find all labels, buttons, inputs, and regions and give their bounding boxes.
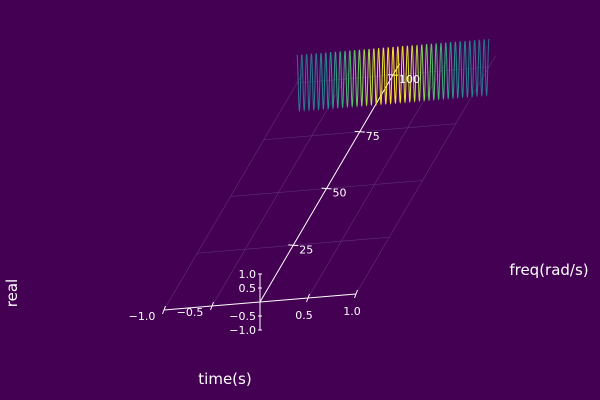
series-line-segment (402, 45, 408, 104)
series-line-segment (310, 53, 317, 112)
axes (162, 63, 401, 331)
z-tick-label: −0.5 (229, 310, 256, 323)
x-tick-mark (162, 305, 166, 315)
z-tick-label: 1.0 (239, 268, 257, 281)
series-line-segment (454, 41, 461, 100)
series-line-segment (378, 47, 384, 106)
x-tick-label: 0.5 (295, 309, 313, 322)
series-line-segment (344, 50, 351, 109)
series-line-segment (459, 40, 466, 99)
series-line-segment (392, 46, 399, 105)
y-tick-label: 100 (399, 73, 420, 86)
series-line-segment (334, 51, 341, 110)
series-line-segment (450, 41, 456, 100)
series-line-segment (320, 52, 327, 111)
x-tick-mark (306, 293, 310, 303)
series-line-segment (387, 46, 394, 105)
x-tick-mark (210, 301, 214, 311)
y-tick-label: 50 (333, 187, 347, 200)
y-tick-mark (354, 130, 365, 133)
x-tick-label: −1.0 (129, 310, 156, 323)
series-line-segment (445, 42, 452, 100)
series-line-segment (363, 48, 370, 107)
series-line-segment (397, 46, 404, 104)
series-line-segment (416, 44, 423, 103)
series-line-segment (306, 53, 312, 112)
series-line-segment (435, 42, 442, 101)
series-line-segment (483, 38, 490, 97)
series-line-segment (296, 54, 303, 113)
series-line-segment (421, 44, 428, 102)
series-line-segment (430, 43, 437, 102)
z-tick-label: 0.5 (239, 282, 257, 295)
series-line-segment (368, 48, 375, 107)
series-line-segment (330, 51, 336, 110)
x-tick-mark (354, 289, 358, 299)
y-axis-line (259, 63, 401, 303)
series-line-segment (354, 49, 360, 108)
series-line-segment (301, 54, 308, 112)
y-tick-label: 75 (366, 130, 380, 143)
series-line-segment (469, 40, 476, 98)
y-tick-mark (321, 187, 332, 190)
series-line-segment (325, 52, 332, 110)
y-axis-title: freq(rad/s) (509, 261, 588, 279)
z-tick-label: −1.0 (229, 324, 256, 337)
series-line-segment (382, 47, 389, 106)
series-line-segment (406, 45, 413, 104)
series-line-segment (474, 39, 480, 98)
x-tick-label: 1.0 (343, 305, 361, 318)
series-line-segment (339, 50, 346, 109)
grid-line-x (211, 67, 352, 307)
series-line-segment (464, 40, 471, 99)
y-tick-mark (288, 244, 299, 247)
series-line-segment (411, 44, 418, 103)
series-line-segment (358, 49, 365, 108)
x-axis-title: time(s) (198, 370, 251, 388)
x-tick-label: −0.5 (177, 306, 204, 319)
series-line-segment (440, 42, 447, 101)
series-line-segment (426, 43, 432, 102)
series-line-segment (373, 48, 380, 106)
y-tick-label: 25 (299, 243, 313, 256)
series-line-segment (315, 52, 322, 111)
grid-line-x (163, 71, 304, 311)
series-line-segment (349, 50, 356, 108)
series (296, 38, 490, 113)
z-axis-title: real (3, 279, 21, 307)
series-line-segment (478, 39, 485, 98)
